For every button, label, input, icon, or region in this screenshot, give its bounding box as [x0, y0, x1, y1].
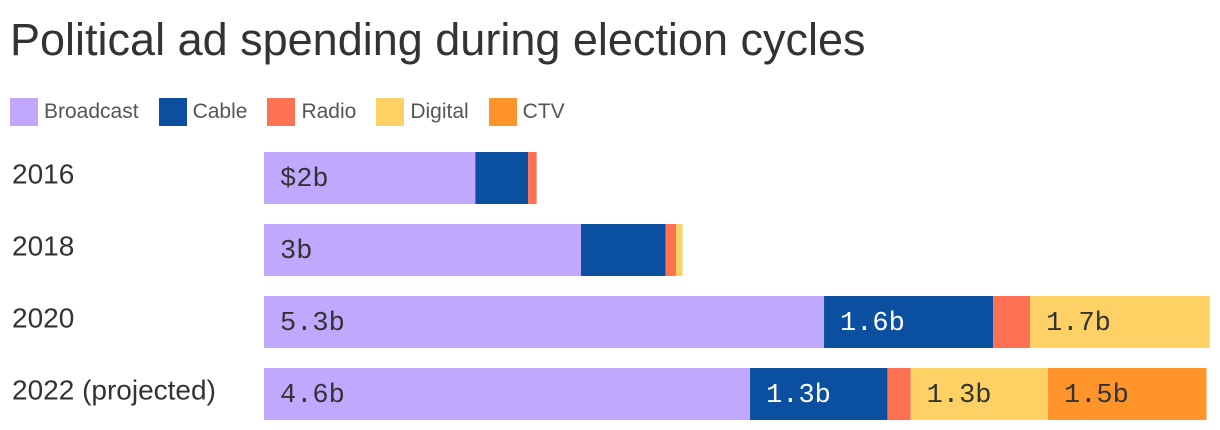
- bar-digital-2022-projected: [910, 368, 1049, 420]
- data-label-digital-2020: 1.7b: [1046, 309, 1111, 339]
- bar-digital-2020: [1030, 296, 1210, 348]
- legend-item-ctv: CTV: [488, 98, 565, 126]
- bar-cable-2016: [475, 152, 529, 204]
- bar-cable-2018: [581, 224, 666, 276]
- data-label-digital-2022-projected: 1.3b: [927, 381, 992, 411]
- legend-swatch-radio: [267, 98, 296, 126]
- legend-label-radio: Radio: [301, 100, 357, 123]
- bar-cable-2022-projected: [750, 368, 888, 420]
- legend-item-digital: Digital: [376, 98, 469, 126]
- legend-item-radio: Radio: [267, 98, 356, 126]
- legend-swatch-cable: [158, 98, 187, 126]
- category-label-2018: 2018: [12, 230, 74, 261]
- bar-ctv-2022-projected: [1048, 368, 1207, 420]
- data-label-broadcast-2016: $2b: [280, 165, 329, 195]
- bar-radio-2022-projected: [887, 368, 911, 420]
- chart-title: Political ad spending during election cy…: [10, 14, 866, 65]
- data-label-broadcast-2020: 5.3b: [280, 309, 345, 339]
- legend-label-cable: Cable: [192, 100, 248, 123]
- legend-swatch-ctv: [488, 98, 517, 126]
- bar-broadcast-2018: [264, 224, 581, 276]
- legend-swatch-broadcast: [10, 98, 38, 126]
- data-label-broadcast-2018: 3b: [280, 237, 312, 267]
- bar-digital-2018: [676, 224, 683, 276]
- category-label-2016: 2016: [12, 158, 74, 189]
- data-label-ctv-2022-projected: 1.5b: [1064, 381, 1129, 411]
- data-label-cable-2022-projected: 1.3b: [766, 381, 831, 411]
- bar-broadcast-2022-projected: [264, 368, 751, 420]
- bar-broadcast-2020: [264, 296, 825, 348]
- chart-legend: Broadcast Cable Radio Digital CTV: [10, 98, 585, 126]
- bar-radio-2016: [528, 152, 537, 204]
- legend-label-ctv: CTV: [522, 100, 565, 123]
- legend-item-broadcast: Broadcast: [10, 98, 139, 126]
- legend-item-cable: Cable: [158, 98, 248, 126]
- bar-cable-2020: [824, 296, 994, 348]
- category-label-2020: 2020: [12, 302, 74, 333]
- bar-radio-2018: [665, 224, 677, 276]
- legend-swatch-digital: [376, 98, 405, 126]
- data-label-broadcast-2022-projected: 4.6b: [280, 381, 345, 411]
- category-label-2022-projected: 2022 (projected): [12, 374, 216, 405]
- legend-label-digital: Digital: [410, 100, 469, 123]
- data-label-cable-2020: 1.6b: [840, 309, 905, 339]
- bar-radio-2020: [993, 296, 1031, 348]
- bar-broadcast-2016: [264, 152, 476, 204]
- legend-label-broadcast: Broadcast: [44, 100, 139, 123]
